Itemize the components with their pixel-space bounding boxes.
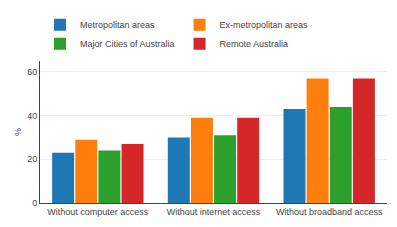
svg-text:Metropolitan areas: Metropolitan areas bbox=[80, 20, 155, 30]
svg-text:Without internet access: Without internet access bbox=[167, 207, 261, 217]
svg-text:Without computer access: Without computer access bbox=[47, 207, 149, 217]
svg-text:20: 20 bbox=[27, 154, 37, 164]
svg-text:60: 60 bbox=[27, 67, 37, 77]
svg-text:0: 0 bbox=[32, 198, 37, 208]
svg-text:Without broadband access: Without broadband access bbox=[276, 207, 383, 217]
svg-text:Remote Australia: Remote Australia bbox=[220, 39, 289, 49]
svg-text:%: % bbox=[13, 128, 23, 136]
svg-text:40: 40 bbox=[27, 111, 37, 121]
svg-text:Ex-metropolitan areas: Ex-metropolitan areas bbox=[220, 20, 309, 30]
svg-text:Major Cities of Australia: Major Cities of Australia bbox=[80, 39, 175, 49]
